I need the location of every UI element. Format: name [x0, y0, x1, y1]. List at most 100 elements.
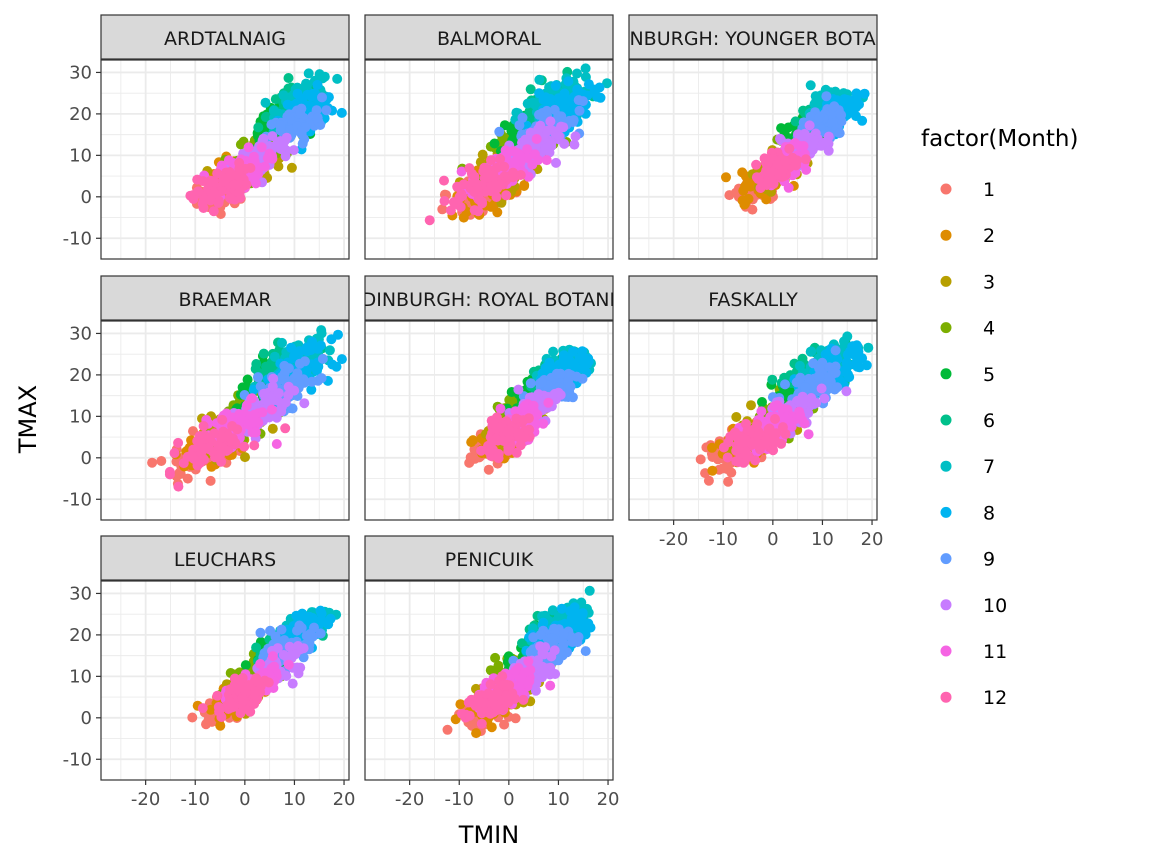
data-point: [519, 401, 530, 412]
data-point: [511, 147, 522, 158]
data-point: [326, 334, 337, 345]
data-point: [235, 139, 246, 150]
data-point: [726, 467, 737, 478]
facet-strip-label: EDINBURGH: YOUNGER BOTANIC: [597, 28, 909, 50]
facet-panel: EDINBURGH: YOUNGER BOTANIC: [597, 14, 909, 260]
data-point: [491, 192, 502, 202]
data-point: [489, 138, 500, 149]
points-layer: [721, 80, 870, 215]
data-point: [213, 197, 224, 208]
data-point: [267, 423, 278, 434]
data-point: [533, 389, 544, 400]
data-point: [288, 145, 299, 156]
data-point: [821, 136, 832, 147]
data-point: [296, 126, 307, 137]
data-point: [234, 157, 245, 168]
data-point: [501, 190, 512, 201]
data-point: [245, 163, 256, 173]
data-point: [273, 161, 284, 172]
points-layer: [424, 63, 612, 226]
data-point: [522, 144, 533, 155]
data-point: [502, 426, 513, 437]
data-point: [830, 345, 841, 356]
data-point: [776, 123, 787, 134]
data-point: [707, 442, 717, 453]
data-point: [555, 368, 566, 379]
data-point: [186, 450, 197, 461]
points-layer: [464, 344, 596, 475]
data-point: [321, 105, 332, 116]
data-point: [695, 454, 706, 465]
data-point: [241, 400, 252, 411]
data-point: [546, 137, 557, 148]
data-point: [294, 358, 305, 369]
data-point: [851, 357, 862, 368]
data-point: [299, 398, 310, 409]
data-point: [286, 162, 297, 173]
data-point: [743, 193, 754, 204]
data-point: [570, 131, 581, 142]
data-point: [301, 365, 312, 376]
data-point: [545, 116, 556, 127]
data-point: [859, 88, 870, 99]
data-point: [216, 456, 227, 467]
data-point: [332, 73, 343, 84]
data-point: [282, 99, 293, 110]
data-point: [261, 361, 271, 372]
data-point: [834, 128, 845, 139]
data-point: [185, 190, 196, 201]
data-point: [283, 73, 294, 83]
data-point: [199, 443, 210, 454]
points-layer: [695, 331, 874, 487]
data-point: [721, 172, 731, 183]
facet-strip-label: ARDTALNAIG: [164, 28, 286, 50]
data-point: [278, 90, 289, 101]
data-point: [226, 170, 237, 181]
data-point: [814, 363, 825, 374]
facet-panel: BALMORAL: [364, 14, 614, 260]
data-point: [487, 444, 498, 455]
data-point: [495, 403, 506, 414]
data-point: [477, 149, 488, 160]
data-point: [192, 460, 203, 471]
data-point: [317, 92, 327, 103]
data-point: [538, 94, 549, 105]
data-point: [182, 473, 193, 484]
facet-strip: [364, 14, 614, 60]
data-point: [519, 181, 530, 191]
y-tick-label: 20: [69, 104, 92, 125]
data-point: [336, 107, 347, 118]
data-point: [804, 120, 815, 131]
data-point: [465, 452, 476, 463]
data-point: [494, 126, 505, 137]
data-point: [780, 379, 790, 390]
data-point: [823, 145, 834, 156]
data-point: [456, 166, 467, 177]
data-point: [844, 372, 855, 382]
points-layer: [185, 68, 347, 219]
data-point: [267, 151, 278, 162]
facet-strip-label: BRAEMAR: [178, 289, 271, 311]
data-point: [280, 397, 291, 408]
data-point: [550, 80, 561, 91]
data-point: [484, 185, 495, 196]
data-point: [260, 112, 271, 123]
data-point: [594, 82, 605, 93]
data-point: [528, 400, 539, 411]
data-point: [299, 134, 310, 145]
data-point: [799, 131, 810, 142]
data-point: [841, 357, 852, 368]
data-point: [829, 384, 840, 395]
y-tick-label: 30: [69, 62, 92, 83]
data-point: [253, 169, 264, 179]
data-point: [534, 74, 545, 85]
data-point: [703, 475, 714, 486]
data-point: [277, 337, 287, 348]
data-point: [811, 96, 822, 107]
data-point: [495, 154, 506, 164]
facet-strip: [364, 275, 614, 321]
data-point: [452, 181, 463, 192]
data-point: [723, 476, 734, 487]
data-point: [842, 331, 853, 342]
